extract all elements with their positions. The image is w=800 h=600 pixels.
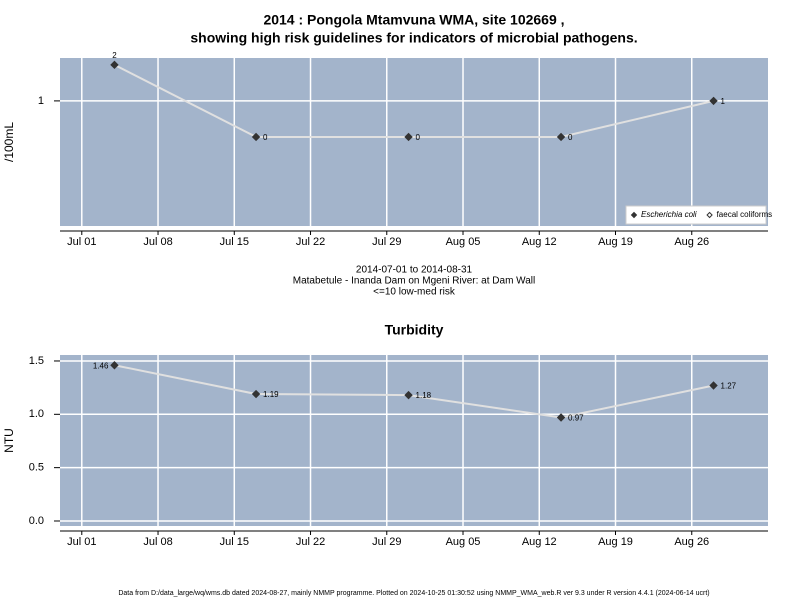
data-label: 1 (721, 97, 726, 106)
y-tick-label: 0.0 (29, 515, 44, 527)
data-label: 0 (416, 133, 421, 142)
y-tick-label: 1.0 (29, 408, 44, 420)
x-tick-label: Jul 15 (220, 536, 249, 548)
x-tick-label: Jul 15 (220, 236, 249, 248)
chart-title: 2014 : Pongola Mtamvuna WMA, site 102669… (263, 12, 564, 28)
site-note: Matabetule - Inanda Dam on Mgeni River: … (293, 276, 536, 287)
legend-marker (630, 211, 638, 219)
x-tick-label: Aug 19 (598, 236, 633, 248)
x-tick-label: Jul 29 (372, 536, 401, 548)
data-label: 1.46 (93, 361, 109, 370)
x-tick-label: Jul 08 (143, 536, 172, 548)
y-axis-title: NTU (2, 428, 16, 453)
data-point (556, 132, 566, 142)
x-tick-label: Jul 22 (296, 236, 325, 248)
chart-title: showing high risk guidelines for indicat… (190, 30, 637, 46)
x-tick-label: Aug 26 (674, 236, 709, 248)
legend-label: faecal coliforms (717, 210, 773, 219)
data-label: 1.18 (416, 391, 432, 400)
data-label: 2 (112, 51, 117, 60)
x-tick-label: Aug 05 (446, 536, 481, 548)
data-point (110, 60, 119, 70)
y-axis-title: /100mL (2, 122, 16, 162)
data-point (251, 132, 261, 142)
x-tick-label: Jul 22 (296, 536, 325, 548)
data-label: 1.19 (263, 390, 279, 399)
legend-marker (706, 211, 713, 219)
data-point (110, 361, 119, 370)
x-tick-label: Jul 01 (67, 236, 96, 248)
data-point (556, 413, 566, 422)
data-label: 0 (568, 133, 573, 142)
x-tick-label: Aug 05 (446, 236, 481, 248)
data-point (404, 390, 413, 400)
data-point (709, 381, 718, 390)
y-tick-label: 1 (38, 95, 44, 107)
plot-area (60, 58, 768, 226)
x-tick-label: Jul 08 (143, 236, 172, 248)
risk-note: <=10 low-med risk (373, 287, 456, 298)
data-label: 1.27 (721, 382, 737, 391)
y-tick-label: 0.5 (29, 462, 44, 474)
data-label: 0.97 (568, 414, 584, 423)
data-point (251, 389, 261, 399)
x-tick-label: Jul 01 (67, 536, 96, 548)
y-tick-label: 1.5 (29, 355, 44, 367)
plot-area (60, 355, 768, 526)
x-tick-label: Jul 29 (372, 236, 401, 248)
legend-label: Escherichia coli (641, 210, 697, 219)
data-label: 0 (263, 133, 268, 142)
data-point (404, 132, 413, 142)
x-tick-label: Aug 26 (674, 536, 709, 548)
legend (625, 205, 767, 225)
x-tick-label: Aug 19 (598, 536, 633, 548)
footer: Data from D:/data_large/wq/wms.db dated … (118, 590, 709, 597)
period-note: 2014-07-01 to 2014-08-31 (356, 265, 473, 276)
x-tick-label: Aug 12 (522, 536, 557, 548)
chart-title: Turbidity (385, 322, 444, 338)
data-point (709, 96, 718, 106)
x-tick-label: Aug 12 (522, 236, 557, 248)
